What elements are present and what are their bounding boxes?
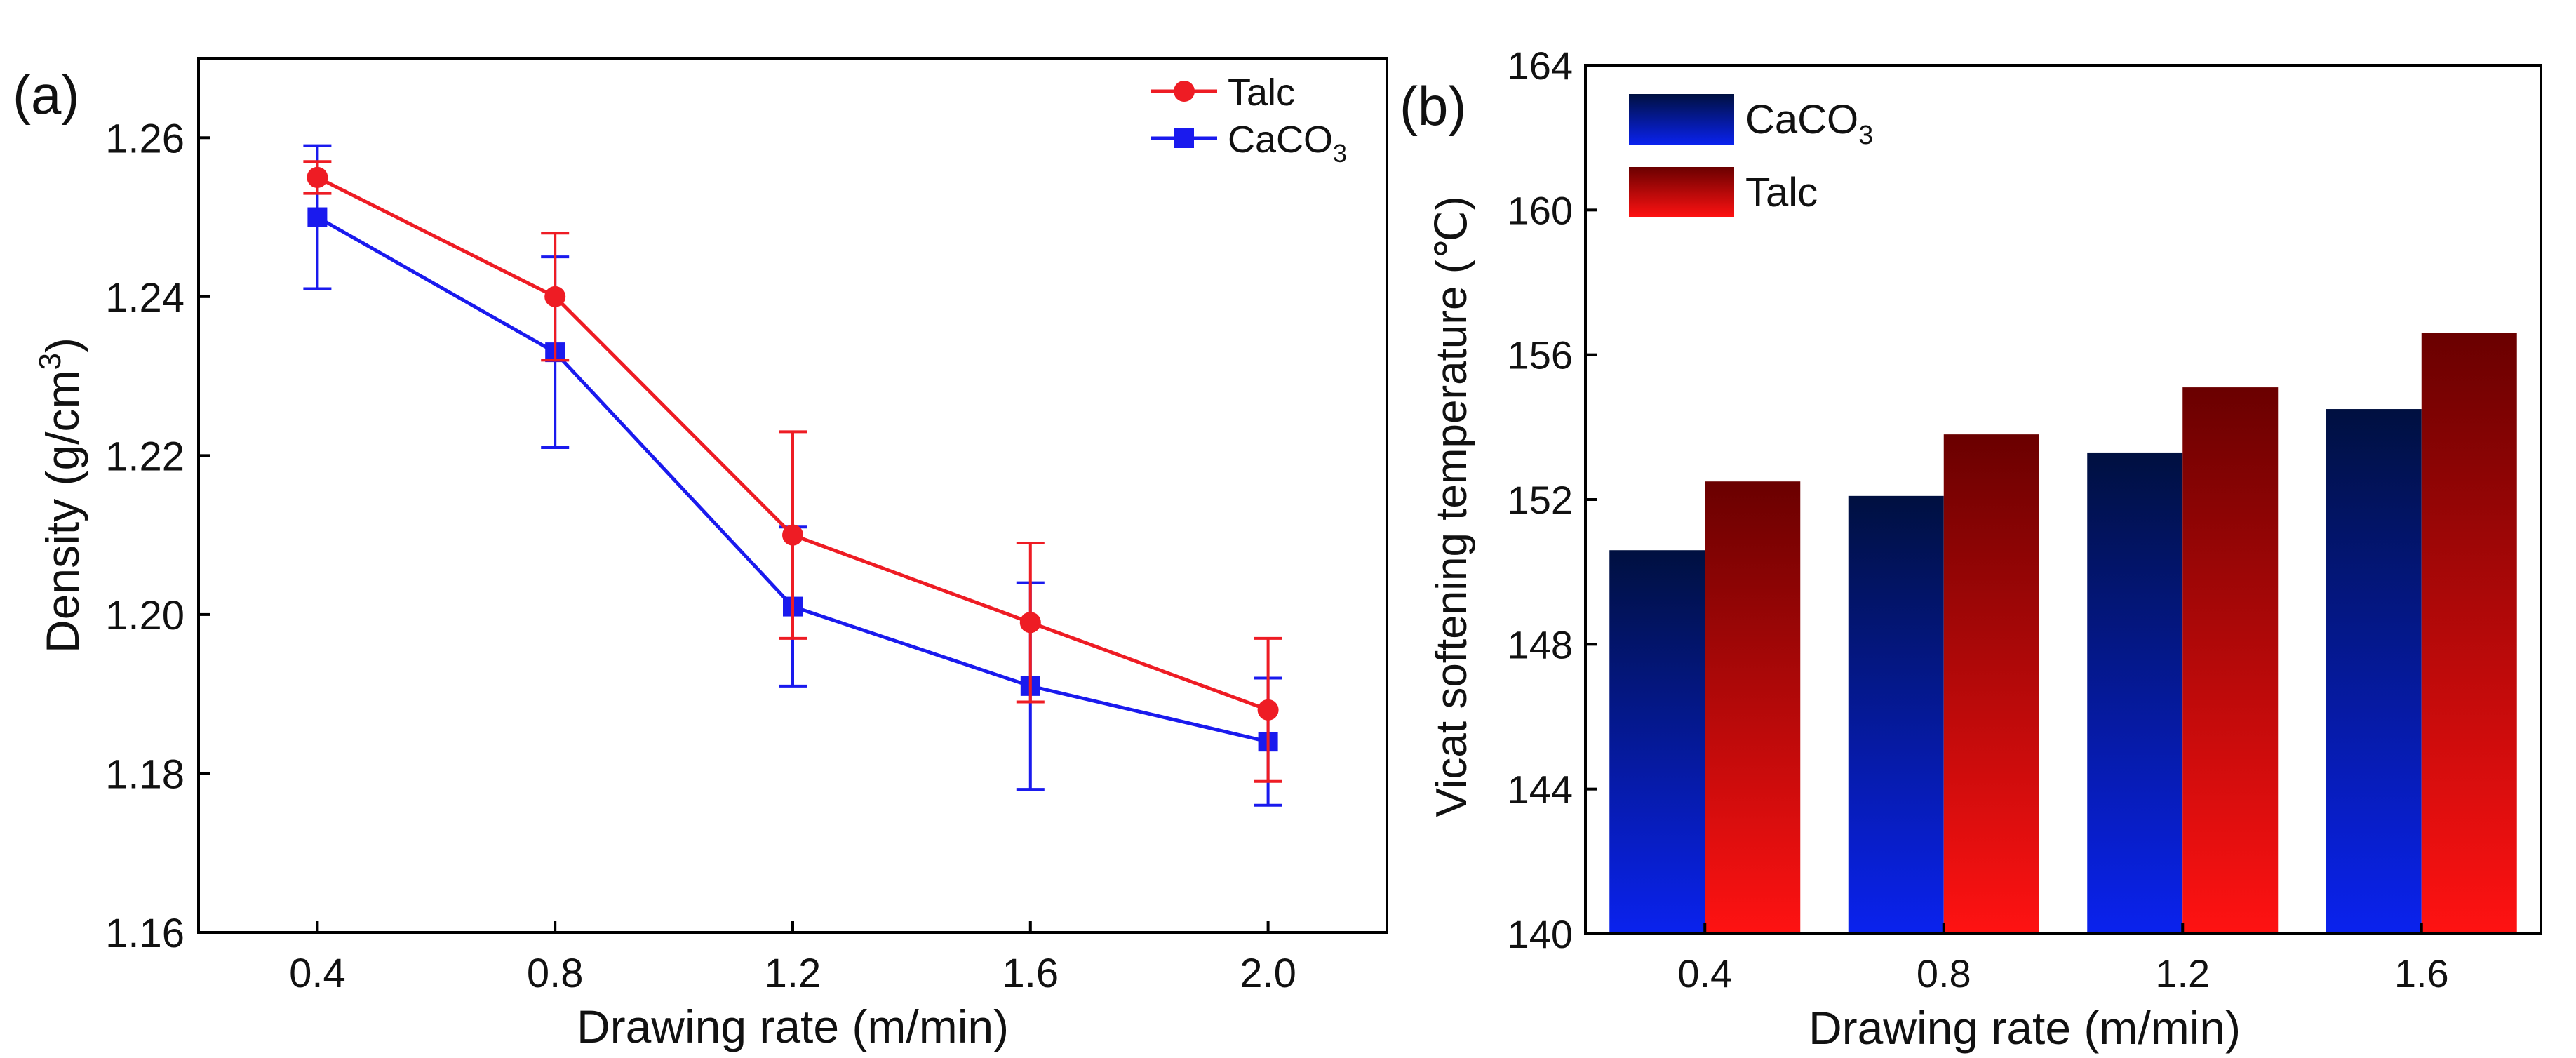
x-axis-title: Drawing rate (m/min) <box>1809 1002 2241 1054</box>
data-point <box>307 207 328 227</box>
x-tick-label: 0.4 <box>289 951 346 996</box>
y-tick-label: 1.16 <box>105 911 185 956</box>
legend-label-talc: Talc <box>1745 170 1818 215</box>
x-axis-title: Drawing rate (m/min) <box>577 1000 1009 1052</box>
x-tick-label: 1.6 <box>1002 951 1059 996</box>
data-point <box>1257 699 1279 721</box>
data-point <box>544 286 566 307</box>
x-tick-label: 0.8 <box>527 951 584 996</box>
legend-label-caco3: CaCO3 <box>1745 97 1873 150</box>
x-tick-label: 0.4 <box>1677 951 1732 996</box>
x-tick-label: 1.2 <box>2155 951 2210 996</box>
y-tick-label: 140 <box>1508 912 1573 956</box>
bar-talc <box>1705 481 1801 934</box>
y-axis-title-base: Density (g/cm <box>36 370 88 653</box>
bar-caco3 <box>1609 550 1705 934</box>
y-tick-label: 1.20 <box>105 593 185 638</box>
bar-caco3 <box>2087 452 2183 934</box>
y-axis-title: Density (g/cm3) <box>33 337 88 653</box>
y-tick-label: 164 <box>1508 43 1573 88</box>
y-axis-title: Vicat softening temperature (℃) <box>1428 196 1476 817</box>
x-tick-label: 0.8 <box>1917 951 1971 996</box>
y-tick-label: 160 <box>1508 188 1573 232</box>
bar-caco3 <box>2326 409 2422 934</box>
y-tick-label: 156 <box>1508 333 1573 377</box>
legend: Talc CaCO3 <box>1151 72 1347 168</box>
legend-marker <box>1174 128 1194 148</box>
legend-marker <box>1174 81 1195 102</box>
legend-swatch-caco3 <box>1629 94 1734 145</box>
bar-talc <box>2182 387 2279 934</box>
y-tick-label: 1.22 <box>105 434 185 479</box>
bar-talc <box>1943 434 2039 934</box>
y-axis-title-close: ) <box>36 337 88 353</box>
x-tick-label: 2.0 <box>1240 951 1296 996</box>
y-tick-label: 1.18 <box>105 751 185 797</box>
y-tick-label: 144 <box>1508 768 1573 812</box>
y-tick-label: 1.26 <box>105 116 185 161</box>
bar-talc <box>2421 333 2517 934</box>
legend-label-talc: Talc <box>1228 72 1295 114</box>
legend: CaCO3 Talc <box>1629 94 1873 217</box>
x-tick-label: 1.2 <box>765 951 821 996</box>
data-point <box>782 524 803 546</box>
y-tick-label: 152 <box>1508 478 1573 522</box>
density-chart: (a) Drawing rate (m/min) Density (g/cm3)… <box>13 57 1388 1052</box>
y-tick-label: 1.24 <box>105 275 185 321</box>
data-point <box>1019 612 1041 634</box>
vicat-chart: (b) Drawing rate (m/min) Vicat softening… <box>1400 43 2542 1054</box>
x-tick-label: 1.6 <box>2394 951 2449 996</box>
legend-swatch-talc <box>1629 167 1734 217</box>
bar-caco3 <box>1848 495 1944 934</box>
y-tick-label: 148 <box>1508 622 1573 667</box>
panel-label: (b) <box>1400 75 1466 137</box>
data-point <box>307 166 328 188</box>
panel-label: (a) <box>13 64 79 126</box>
y-axis-title-sup: 3 <box>33 353 67 370</box>
legend-label-caco3: CaCO3 <box>1228 119 1347 168</box>
